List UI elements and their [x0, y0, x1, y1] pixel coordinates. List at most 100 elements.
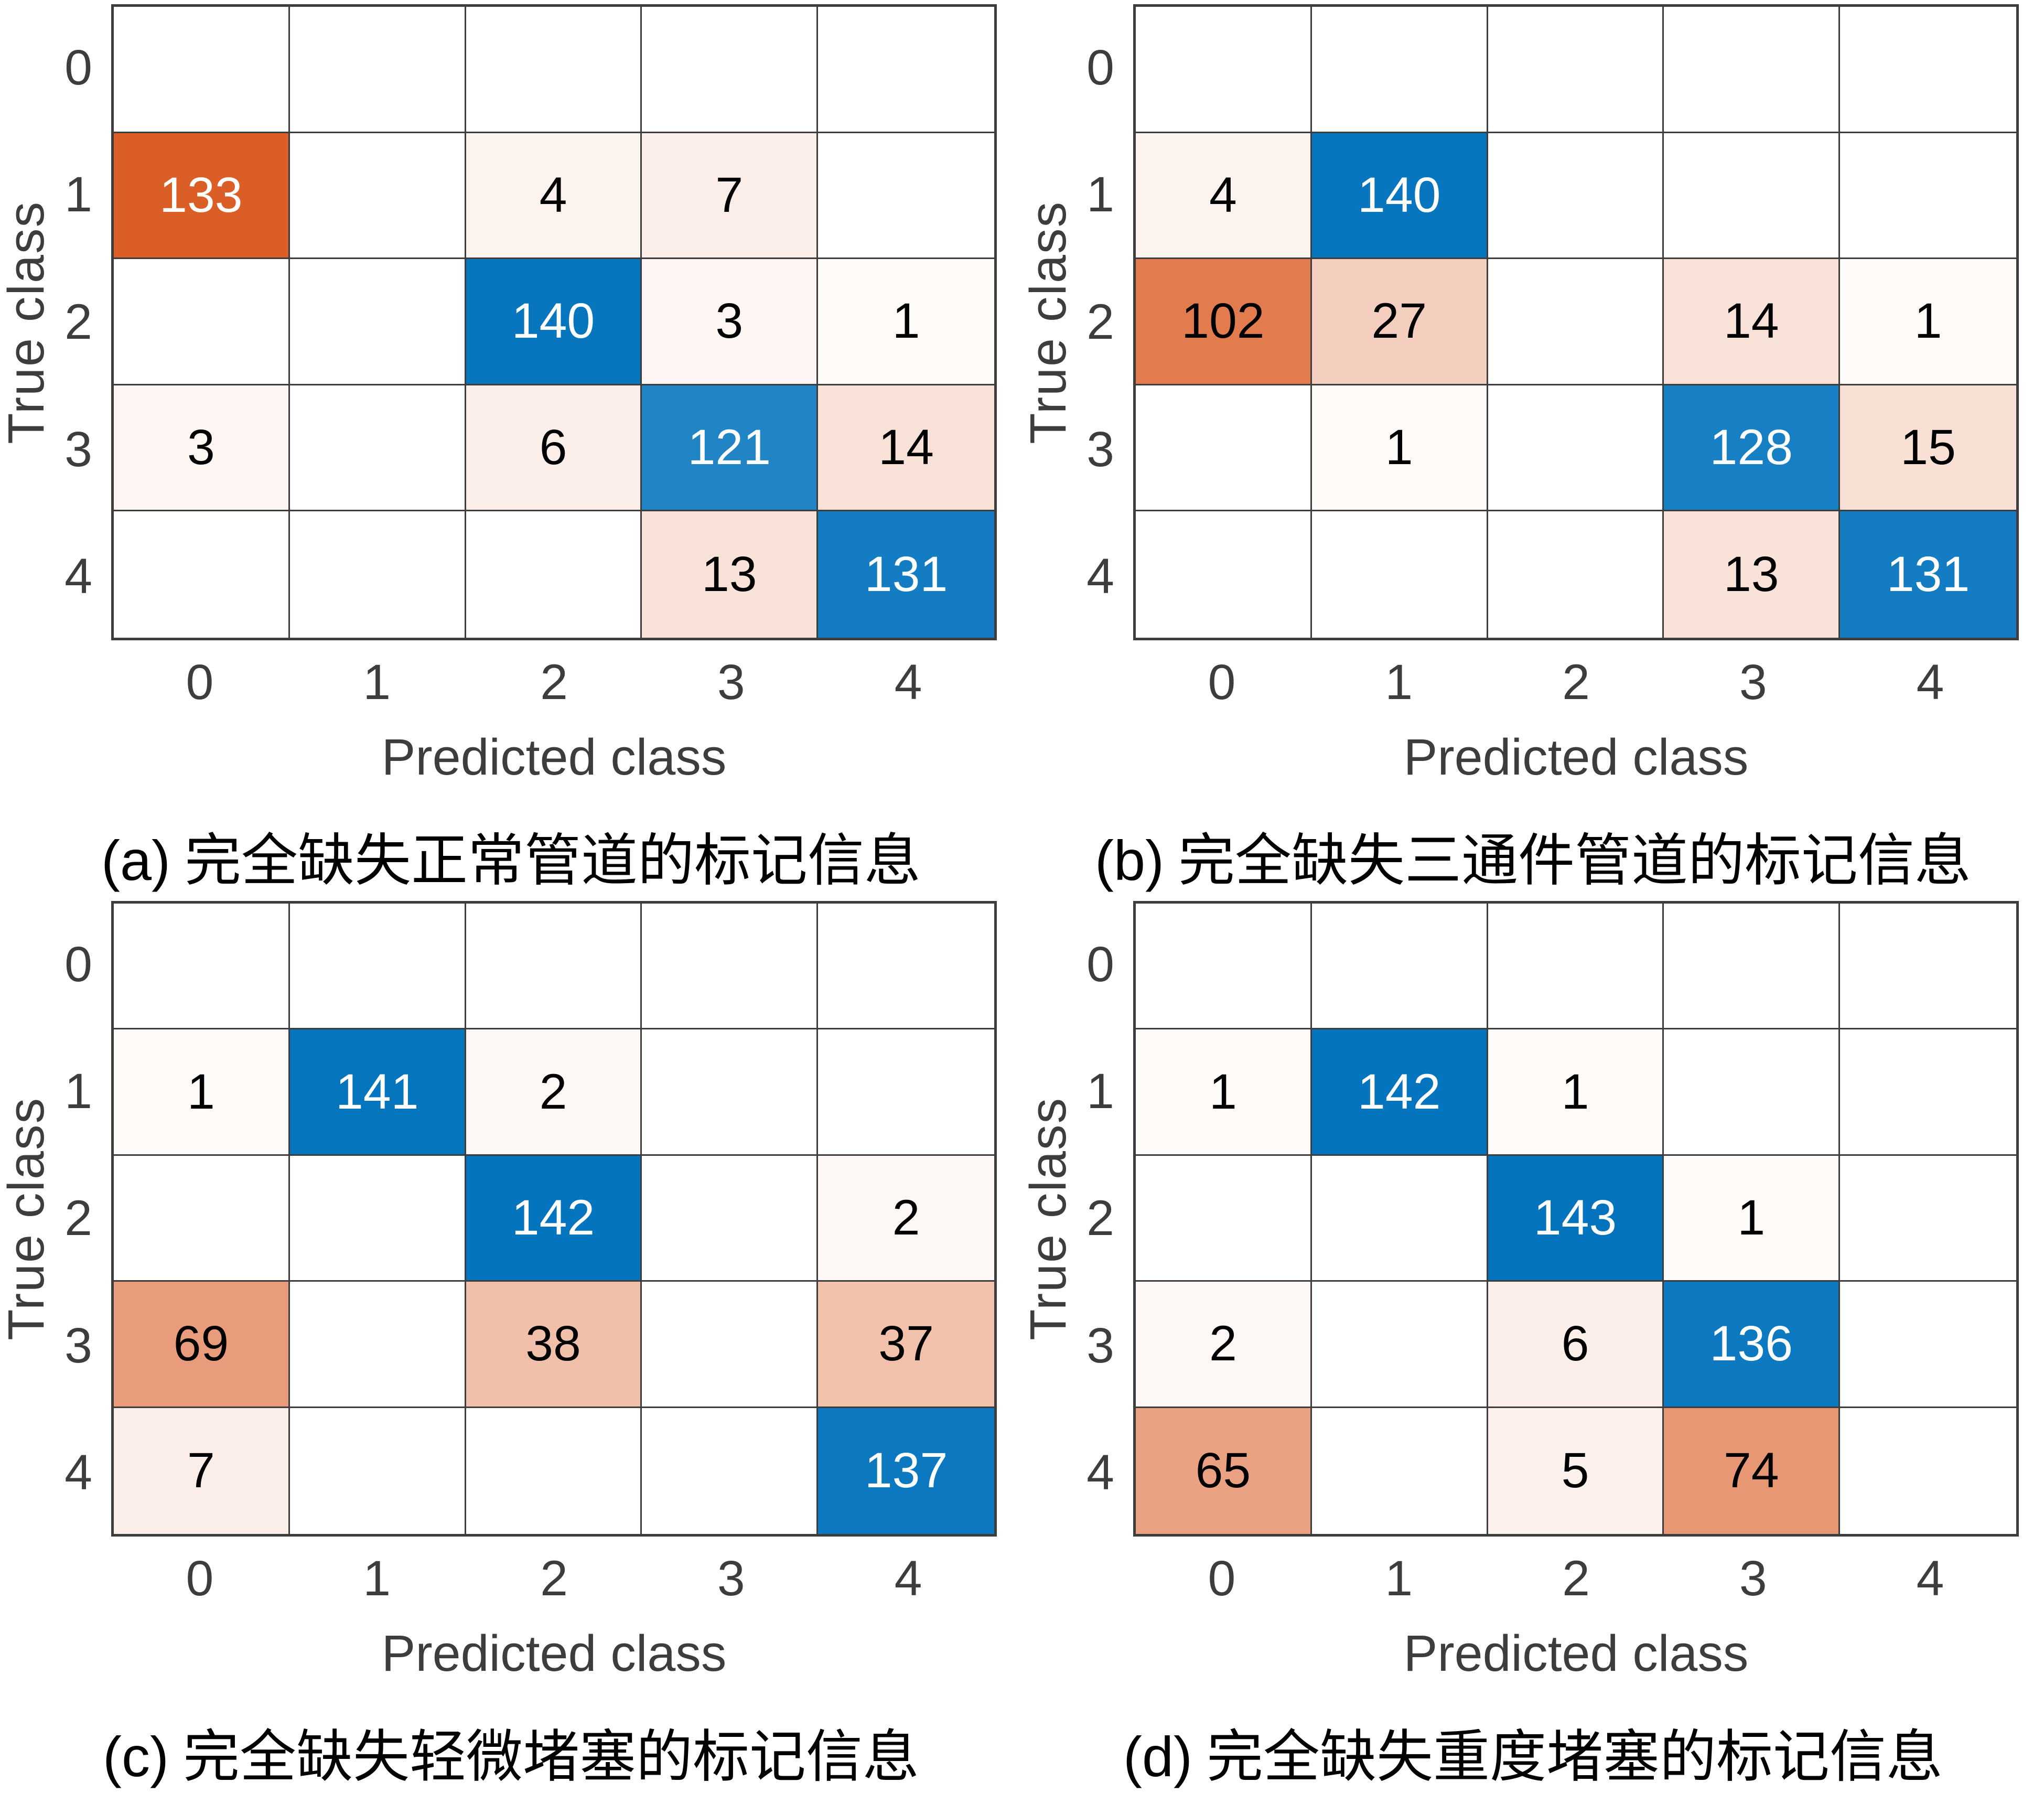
- y-tick-1: 1: [64, 1064, 92, 1120]
- panel-caption-label: (c): [103, 1725, 169, 1788]
- cell-r4-c0: 65: [1136, 1408, 1312, 1534]
- x-tick-4: 4: [1916, 654, 1944, 710]
- x-axis-label: Predicted class: [1403, 1625, 1749, 1682]
- x-tick-1: 1: [1385, 1551, 1413, 1606]
- y-tick-2: 2: [64, 294, 92, 350]
- cell-r4-c4: 131: [818, 511, 994, 638]
- y-tick-3: 3: [1086, 421, 1114, 477]
- panel-caption-label: (a): [101, 829, 170, 892]
- cell-r4-c3: 74: [1664, 1408, 1841, 1534]
- y-tick-3: 3: [64, 421, 92, 477]
- cell-r3-c1: [1311, 1282, 1488, 1408]
- x-tick-2: 2: [1562, 654, 1590, 710]
- cell-r4-c2: [466, 511, 642, 638]
- cell-r3-c4: 14: [818, 385, 994, 512]
- y-axis-ticks: 0 1 2 3 4: [1074, 901, 1133, 1537]
- y-axis-label: True class: [0, 200, 55, 444]
- matrix-grid: 133 4 7 140 3 1 3 6 121 14 13 131: [111, 4, 997, 640]
- cell-r1-c3: [642, 1029, 819, 1156]
- y-tick-4: 4: [1086, 1445, 1114, 1501]
- cell-r0-c3: [1664, 7, 1841, 133]
- cell-r0-c4: [1840, 7, 2016, 133]
- cell-r2-c3: 14: [1664, 259, 1841, 385]
- cell-r1-c1: 140: [1311, 133, 1488, 260]
- cell-r0-c0: [114, 7, 290, 133]
- x-axis-label: Predicted class: [381, 728, 727, 786]
- x-tick-1: 1: [363, 654, 391, 710]
- x-tick-2: 2: [540, 1551, 568, 1606]
- cell-r2-c0: [1136, 1155, 1312, 1282]
- cell-r2-c1: 27: [1311, 259, 1488, 385]
- cell-r1-c4: [1840, 133, 2016, 260]
- cell-r3-c3: [642, 1282, 819, 1408]
- cell-r0-c1: [289, 7, 466, 133]
- cell-r2-c2: 140: [466, 259, 642, 385]
- x-axis-label: Predicted class: [381, 1625, 727, 1682]
- y-tick-4: 4: [1086, 549, 1114, 605]
- x-axis-ticks: 0 1 2 3 4: [111, 654, 997, 711]
- cell-r3-c4: [1840, 1282, 2016, 1408]
- cell-r0-c1: [289, 904, 466, 1030]
- y-tick-0: 0: [64, 936, 92, 992]
- y-axis-label-column: True class: [0, 901, 55, 1537]
- x-axis-ticks: 0 1 2 3 4: [1133, 654, 2019, 711]
- cell-r0-c2: [1488, 7, 1664, 133]
- cell-r2-c2: 143: [1488, 1155, 1664, 1282]
- cell-r2-c0: [114, 1155, 290, 1282]
- cell-r1-c2: [1488, 133, 1664, 260]
- y-tick-0: 0: [1086, 936, 1114, 992]
- matrix-grid: 1 142 1 143 1 2 6 136 65 5 74: [1133, 901, 2019, 1537]
- cell-r4-c0: 7: [114, 1408, 290, 1534]
- cell-r2-c3: [642, 1155, 819, 1282]
- cell-r3-c0: 2: [1136, 1282, 1312, 1408]
- cell-r3-c2: 38: [466, 1282, 642, 1408]
- x-axis-label: Predicted class: [1403, 728, 1749, 786]
- cell-r0-c4: [1840, 904, 2016, 1030]
- x-tick-0: 0: [186, 654, 214, 710]
- y-tick-1: 1: [64, 167, 92, 223]
- panel-caption: (b) 完全缺失三通件管道的标记信息: [1022, 815, 2044, 897]
- panel-caption-text: 完全缺失三通件管道的标记信息: [1164, 830, 1971, 893]
- cell-r2-c2: [1488, 259, 1664, 385]
- x-tick-3: 3: [1739, 1551, 1767, 1606]
- cell-r0-c1: [1311, 7, 1488, 133]
- y-axis-label-column: True class: [1019, 4, 1077, 640]
- panel-caption-label: (d): [1123, 1725, 1192, 1788]
- cell-r1-c3: [1664, 133, 1841, 260]
- y-axis-label-column: True class: [0, 4, 55, 640]
- x-tick-2: 2: [1562, 1551, 1590, 1606]
- cell-r1-c2: 1: [1488, 1029, 1664, 1156]
- x-tick-1: 1: [1385, 654, 1413, 710]
- cell-r1-c3: 7: [642, 133, 819, 260]
- cell-r1-c0: 1: [114, 1029, 290, 1156]
- cell-r2-c3: 1: [1664, 1155, 1841, 1282]
- y-axis-label: True class: [1019, 1097, 1077, 1340]
- matrix-grid: 1 141 2 142 2 69 38 37 7 137: [111, 901, 997, 1537]
- y-tick-4: 4: [64, 549, 92, 605]
- y-tick-4: 4: [64, 1445, 92, 1501]
- cell-r2-c0: 102: [1136, 259, 1312, 385]
- cell-r3-c3: 128: [1664, 385, 1841, 512]
- cell-r3-c0: 69: [114, 1282, 290, 1408]
- x-tick-4: 4: [894, 654, 922, 710]
- cell-r4-c2: [466, 1408, 642, 1534]
- cell-r0-c3: [1664, 904, 1841, 1030]
- cell-r1-c4: [818, 133, 994, 260]
- y-tick-2: 2: [1086, 1190, 1114, 1247]
- cell-r3-c4: 37: [818, 1282, 994, 1408]
- cell-r0-c3: [642, 904, 819, 1030]
- cell-r0-c0: [114, 904, 290, 1030]
- x-tick-1: 1: [363, 1551, 391, 1606]
- cell-r0-c0: [1136, 7, 1312, 133]
- cell-r4-c3: 13: [1664, 511, 1841, 638]
- cell-r4-c1: [1311, 511, 1488, 638]
- matrix-grid: 4 140 102 27 14 1 1 128 15 13 131: [1133, 4, 2019, 640]
- cell-r0-c2: [466, 904, 642, 1030]
